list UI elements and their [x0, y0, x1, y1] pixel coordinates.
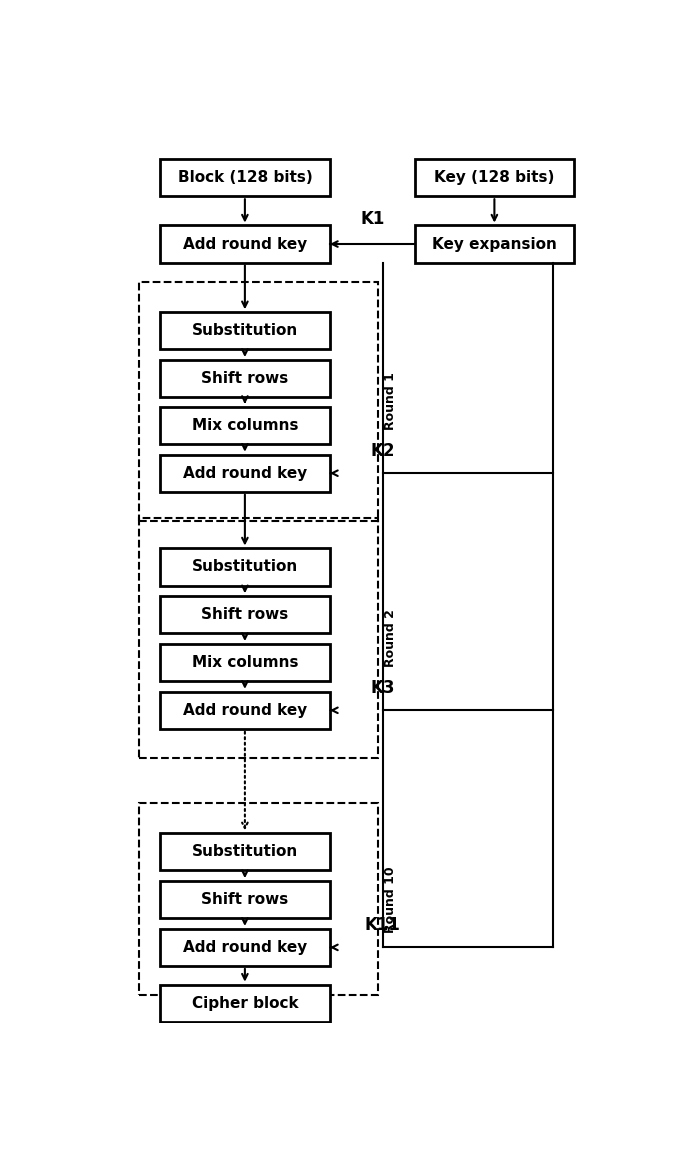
Bar — [160, 548, 329, 586]
Text: Shift rows: Shift rows — [201, 892, 288, 907]
Bar — [160, 692, 329, 728]
Text: Shift rows: Shift rows — [201, 371, 288, 386]
Text: Substitution: Substitution — [192, 323, 298, 338]
Bar — [160, 596, 329, 633]
Text: Add round key: Add round key — [183, 703, 307, 718]
Bar — [160, 985, 329, 1021]
Text: Substitution: Substitution — [192, 845, 298, 859]
Text: Cipher block: Cipher block — [192, 996, 298, 1011]
Bar — [160, 407, 329, 444]
Bar — [414, 225, 574, 263]
Text: K1: K1 — [360, 210, 384, 229]
Bar — [160, 881, 329, 918]
Text: Shift rows: Shift rows — [201, 608, 288, 623]
Bar — [160, 313, 329, 349]
Text: Mix columns: Mix columns — [192, 418, 298, 433]
Bar — [160, 159, 329, 196]
Text: Mix columns: Mix columns — [192, 655, 298, 670]
Text: K2: K2 — [371, 442, 395, 460]
Text: Add round key: Add round key — [183, 237, 307, 252]
Bar — [160, 928, 329, 966]
Text: Substitution: Substitution — [192, 560, 298, 574]
Bar — [138, 283, 377, 520]
Bar — [138, 518, 377, 758]
Text: Round 10: Round 10 — [384, 866, 397, 933]
Bar — [160, 833, 329, 871]
Text: Block (128 bits): Block (128 bits) — [177, 170, 312, 185]
Bar — [138, 803, 377, 995]
Bar — [160, 643, 329, 681]
Text: Key (128 bits): Key (128 bits) — [434, 170, 555, 185]
Bar — [414, 159, 574, 196]
Text: K3: K3 — [371, 679, 395, 697]
Text: Round 2: Round 2 — [384, 609, 397, 668]
Text: Key expansion: Key expansion — [432, 237, 557, 252]
Bar — [160, 360, 329, 398]
Bar — [160, 455, 329, 492]
Text: Round 1: Round 1 — [384, 372, 397, 431]
Text: Add round key: Add round key — [183, 940, 307, 955]
Text: K11: K11 — [365, 916, 401, 934]
Bar — [160, 225, 329, 263]
Text: Add round key: Add round key — [183, 465, 307, 480]
